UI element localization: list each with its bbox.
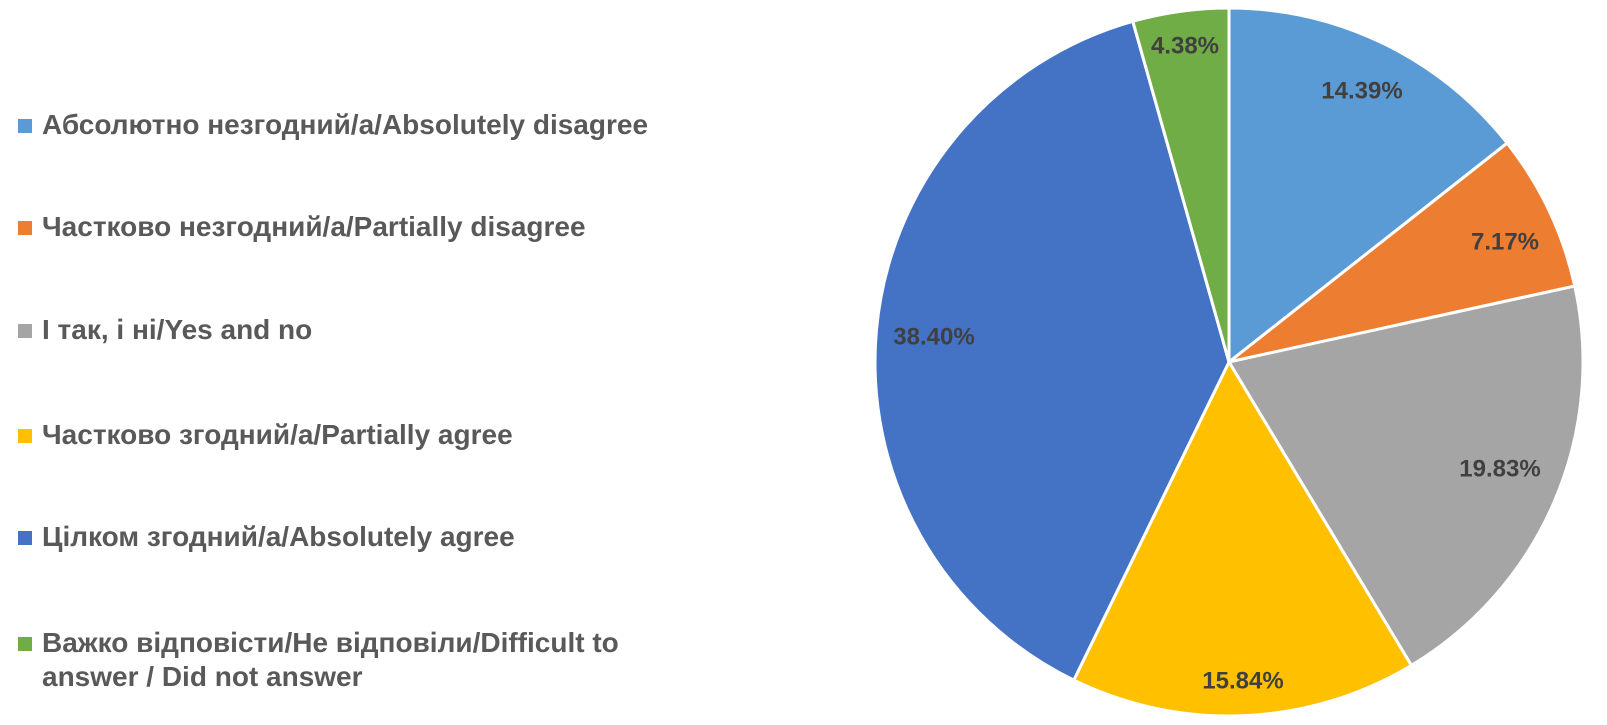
slice-data-label: 4.38% — [1151, 32, 1219, 59]
chart-legend: Абсолютно незгодний/а/Absolutely disagre… — [18, 0, 698, 725]
pie-slice — [873, 19, 1231, 682]
legend-swatch — [18, 324, 32, 338]
legend-label: Важко відповісти/Не відповіли/Difficult … — [42, 627, 619, 692]
legend-item: Частково незгодний/а/Partially disagree — [18, 210, 682, 244]
legend-label: Частково незгодний/а/Partially disagree — [42, 211, 586, 242]
slice-data-label: 14.39% — [1321, 77, 1402, 104]
legend-label: Частково згодний/а/Partially agree — [42, 419, 513, 450]
pie-slice — [1227, 284, 1585, 667]
legend-swatch — [18, 637, 32, 651]
slice-data-label: 38.40% — [893, 323, 974, 350]
pie-slice — [1227, 6, 1509, 364]
legend-swatch — [18, 221, 32, 235]
legend-label: І так, і ні/Yes and no — [42, 314, 313, 345]
slice-data-label: 19.83% — [1459, 455, 1540, 482]
legend-item: Важко відповісти/Не відповіли/Difficult … — [18, 626, 682, 694]
legend-swatch — [18, 119, 32, 133]
legend-item: І так, і ні/Yes and no — [18, 313, 682, 347]
pie-slice — [1072, 360, 1413, 718]
legend-label: Абсолютно незгодний/а/Absolutely disagre… — [42, 109, 649, 140]
legend-label: Цілком згодний/а/Absolutely agree — [42, 521, 515, 552]
legend-item: Частково згодний/а/Partially agree — [18, 418, 682, 452]
slice-data-label: 15.84% — [1202, 667, 1283, 694]
legend-swatch — [18, 531, 32, 545]
pie-slice — [1131, 6, 1231, 364]
legend-swatch — [18, 429, 32, 443]
legend-item: Абсолютно незгодний/а/Absolutely disagre… — [18, 108, 682, 142]
slice-data-label: 7.17% — [1471, 228, 1539, 255]
legend-item: Цілком згодний/а/Absolutely agree — [18, 520, 682, 554]
pie-slice — [1227, 141, 1577, 364]
